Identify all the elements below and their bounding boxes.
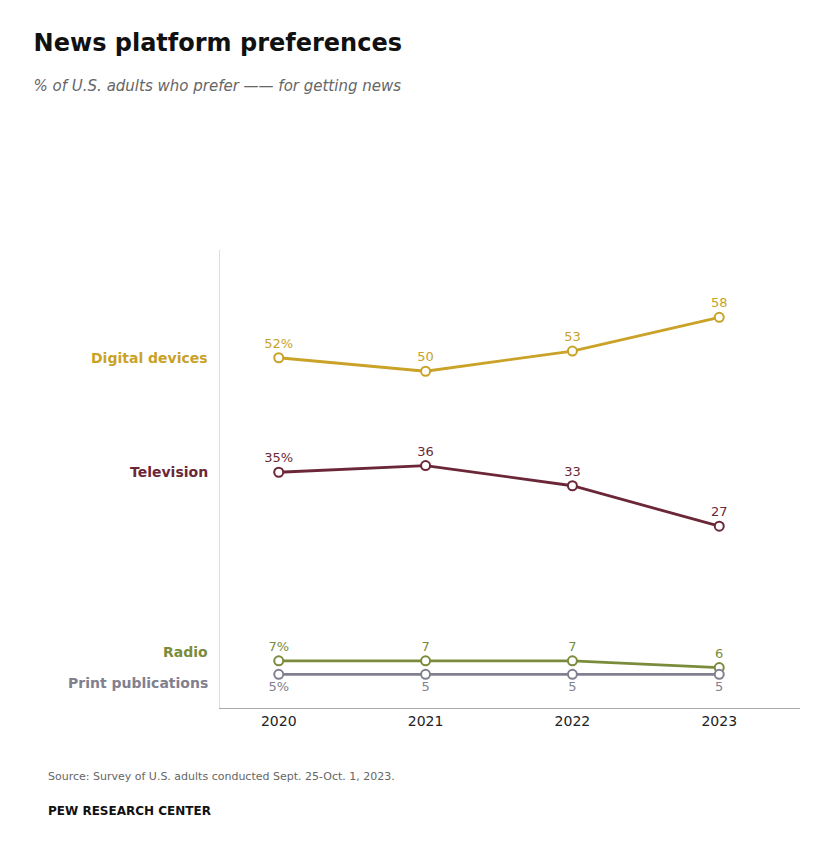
svg-text:7: 7 bbox=[421, 639, 429, 654]
svg-text:News platform preferences: News platform preferences bbox=[34, 29, 402, 57]
svg-text:5: 5 bbox=[421, 679, 429, 694]
svg-text:5: 5 bbox=[715, 679, 723, 694]
svg-text:2021: 2021 bbox=[408, 713, 444, 729]
svg-text:Source: Survey of U.S. adults: Source: Survey of U.S. adults conducted … bbox=[48, 770, 395, 783]
svg-text:35%: 35% bbox=[264, 450, 293, 465]
svg-text:2022: 2022 bbox=[555, 713, 591, 729]
svg-text:2023: 2023 bbox=[701, 713, 737, 729]
svg-text:7%: 7% bbox=[268, 639, 289, 654]
svg-text:58: 58 bbox=[711, 295, 728, 310]
svg-text:Print publications: Print publications bbox=[68, 675, 208, 691]
svg-text:PEW RESEARCH CENTER: PEW RESEARCH CENTER bbox=[48, 804, 211, 818]
svg-text:50: 50 bbox=[417, 349, 434, 364]
svg-text:Radio: Radio bbox=[163, 644, 208, 660]
svg-text:Television: Television bbox=[130, 464, 208, 480]
svg-text:2020: 2020 bbox=[261, 713, 297, 729]
svg-text:27: 27 bbox=[711, 504, 728, 519]
svg-text:53: 53 bbox=[564, 329, 581, 344]
svg-text:52%: 52% bbox=[264, 336, 293, 351]
svg-text:5: 5 bbox=[568, 679, 576, 694]
svg-text:33: 33 bbox=[564, 464, 581, 479]
svg-text:5%: 5% bbox=[268, 679, 289, 694]
svg-text:% of U.S. adults who prefer ——: % of U.S. adults who prefer —— for getti… bbox=[34, 77, 402, 95]
svg-text:Digital devices: Digital devices bbox=[91, 350, 208, 366]
svg-text:36: 36 bbox=[417, 444, 434, 459]
svg-text:7: 7 bbox=[568, 639, 576, 654]
svg-text:6: 6 bbox=[715, 646, 723, 661]
